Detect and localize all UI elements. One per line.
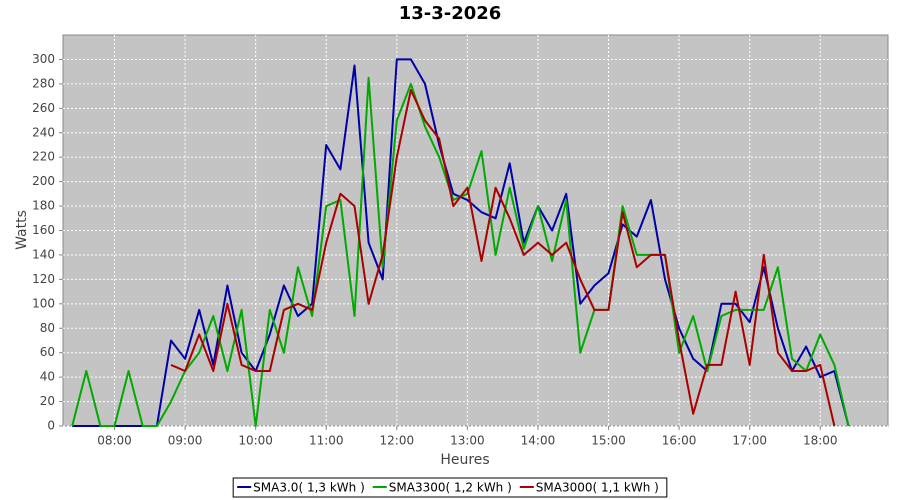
x-tick-label: 13:00 — [450, 434, 485, 448]
y-tick-label: 80 — [40, 321, 55, 335]
y-tick-label: 160 — [32, 223, 55, 237]
y-tick-label: 140 — [32, 247, 55, 261]
x-axis-label: Heures — [440, 452, 489, 468]
y-tick-label: 20 — [40, 394, 55, 408]
x-tick-label: 17:00 — [732, 434, 767, 448]
y-tick-label: 100 — [32, 296, 55, 310]
y-tick-label: 280 — [32, 76, 55, 90]
chart-title: 13-3-2026 — [399, 3, 502, 24]
legend-box — [232, 477, 668, 498]
x-tick-label: 18:00 — [803, 434, 838, 448]
y-tick-label: 260 — [32, 101, 55, 115]
y-tick-label: 180 — [32, 199, 55, 213]
x-tick-label: 11:00 — [309, 434, 344, 448]
legend-label: SMA3300( 1,2 kWh ) — [389, 481, 512, 495]
y-tick-label: 240 — [32, 125, 55, 139]
legend-label: SMA3000( 1,1 kWh ) — [536, 481, 659, 495]
y-tick-label: 0 — [47, 419, 55, 433]
x-tick-label: 08:00 — [97, 434, 132, 448]
y-tick-label: 60 — [40, 345, 55, 359]
y-tick-label: 200 — [32, 174, 55, 188]
y-tick-label: 40 — [40, 370, 55, 384]
legend: SMA3.0( 1,3 kWh ) SMA3300( 1,2 kWh ) SMA30… — [232, 477, 668, 498]
y-tick-label: 300 — [32, 52, 55, 66]
x-tick-label: 12:00 — [380, 434, 415, 448]
x-tick-label: 09:00 — [168, 434, 203, 448]
legend-label: SMA3.0( 1,3 kWh ) — [253, 481, 365, 495]
x-tick-label: 10:00 — [238, 434, 273, 448]
y-axis-label: Watts — [14, 210, 30, 250]
x-tick-label: 14:00 — [521, 434, 556, 448]
y-tick-label: 120 — [32, 272, 55, 286]
x-tick-label: 16:00 — [662, 434, 697, 448]
series-line — [170, 89, 836, 427]
x-tick-label: 15:00 — [591, 434, 626, 448]
y-tick-label: 220 — [32, 150, 55, 164]
